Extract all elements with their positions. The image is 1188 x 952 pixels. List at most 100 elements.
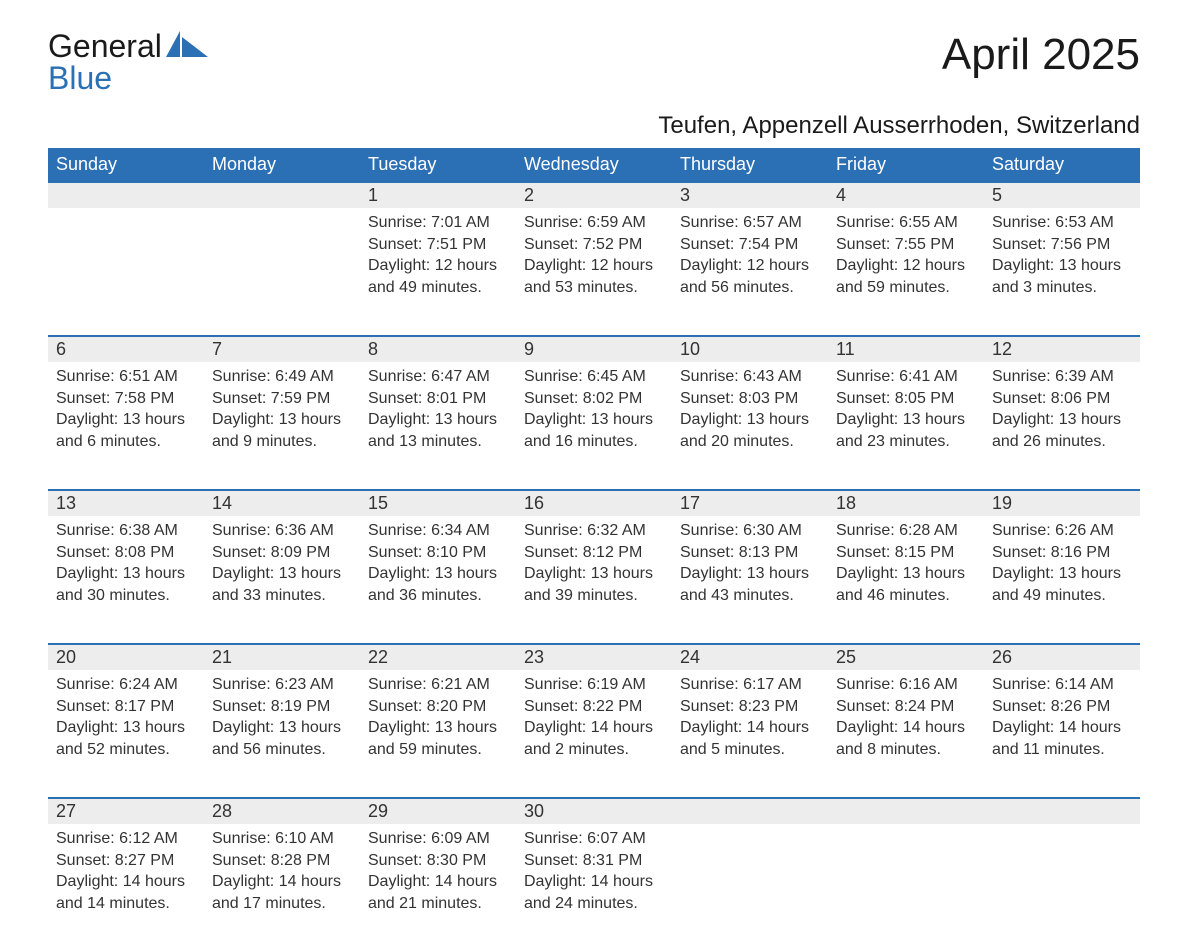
day-dl2: and 11 minutes.	[992, 739, 1132, 761]
week-daynum-row: 12345	[48, 182, 1140, 208]
day-cell: Sunrise: 6:30 AMSunset: 8:13 PMDaylight:…	[672, 516, 828, 644]
day-cell	[984, 824, 1140, 952]
day-sr: Sunrise: 6:30 AM	[680, 520, 820, 542]
day-sr: Sunrise: 6:12 AM	[56, 828, 196, 850]
day-dl2: and 21 minutes.	[368, 893, 508, 915]
day-dl1: Daylight: 13 hours	[212, 717, 352, 739]
day-dl2: and 43 minutes.	[680, 585, 820, 607]
day-dl2: and 39 minutes.	[524, 585, 664, 607]
day-ss: Sunset: 7:52 PM	[524, 234, 664, 256]
day-dl1: Daylight: 12 hours	[836, 255, 976, 277]
day-sr: Sunrise: 6:45 AM	[524, 366, 664, 388]
day-sr: Sunrise: 6:09 AM	[368, 828, 508, 850]
day-ss: Sunset: 8:05 PM	[836, 388, 976, 410]
day-sr: Sunrise: 6:23 AM	[212, 674, 352, 696]
day-cell: Sunrise: 6:19 AMSunset: 8:22 PMDaylight:…	[516, 670, 672, 798]
day-dl2: and 59 minutes.	[836, 277, 976, 299]
day-number: 27	[48, 798, 204, 824]
week-daynum-row: 13141516171819	[48, 490, 1140, 516]
day-cell: Sunrise: 6:26 AMSunset: 8:16 PMDaylight:…	[984, 516, 1140, 644]
week-content-row: Sunrise: 6:51 AMSunset: 7:58 PM Daylight:…	[48, 362, 1140, 490]
day-dl1: Daylight: 14 hours	[524, 871, 664, 893]
day-dl2: and 9 minutes.	[212, 431, 352, 453]
week-daynum-row: 27282930	[48, 798, 1140, 824]
day-number: 5	[984, 182, 1140, 208]
day-ss: Sunset: 8:12 PM	[524, 542, 664, 564]
day-dl2: and 3 minutes.	[992, 277, 1132, 299]
day-number: 23	[516, 644, 672, 670]
day-dl1: Daylight: 13 hours	[524, 563, 664, 585]
day-cell: Sunrise: 6:32 AMSunset: 8:12 PMDaylight:…	[516, 516, 672, 644]
day-dl1: Daylight: 13 hours	[56, 563, 196, 585]
day-dl1: Daylight: 13 hours	[368, 409, 508, 431]
day-ss: Sunset: 8:24 PM	[836, 696, 976, 718]
day-cell: Sunrise: 6:28 AMSunset: 8:15 PMDaylight:…	[828, 516, 984, 644]
day-ss: Sunset: 7:51 PM	[368, 234, 508, 256]
day-sr: Sunrise: 6:07 AM	[524, 828, 664, 850]
day-dl1: Daylight: 12 hours	[524, 255, 664, 277]
day-dl2: and 53 minutes.	[524, 277, 664, 299]
day-header: Thursday	[672, 148, 828, 182]
day-sr: Sunrise: 6:55 AM	[836, 212, 976, 234]
day-header: Tuesday	[360, 148, 516, 182]
day-cell: Sunrise: 6:53 AMSunset: 7:56 PMDaylight:…	[984, 208, 1140, 336]
day-cell	[672, 824, 828, 952]
day-ss: Sunset: 8:06 PM	[992, 388, 1132, 410]
day-ss: Sunset: 8:13 PM	[680, 542, 820, 564]
day-header: Wednesday	[516, 148, 672, 182]
day-dl1: Daylight: 14 hours	[836, 717, 976, 739]
day-ss: Sunset: 8:15 PM	[836, 542, 976, 564]
day-dl2: and 56 minutes.	[680, 277, 820, 299]
day-ss: Sunset: 7:58 PM	[56, 388, 196, 410]
day-cell: Sunrise: 6:43 AMSunset: 8:03 PMDaylight:…	[672, 362, 828, 490]
day-sr: Sunrise: 6:32 AM	[524, 520, 664, 542]
day-sr: Sunrise: 6:19 AM	[524, 674, 664, 696]
day-number	[984, 798, 1140, 824]
day-cell: Sunrise: 6:34 AMSunset: 8:10 PMDaylight:…	[360, 516, 516, 644]
day-dl1: Daylight: 13 hours	[524, 409, 664, 431]
day-dl2: and 56 minutes.	[212, 739, 352, 761]
day-dl2: and 17 minutes.	[212, 893, 352, 915]
day-dl2: and 46 minutes.	[836, 585, 976, 607]
day-header-row: Sunday Monday Tuesday Wednesday Thursday…	[48, 148, 1140, 182]
day-number: 2	[516, 182, 672, 208]
day-ss: Sunset: 8:26 PM	[992, 696, 1132, 718]
week-content-row: Sunrise: 7:01 AMSunset: 7:51 PMDaylight:…	[48, 208, 1140, 336]
day-number: 18	[828, 490, 984, 516]
day-number: 8	[360, 336, 516, 362]
day-number: 22	[360, 644, 516, 670]
day-dl2: and 24 minutes.	[524, 893, 664, 915]
day-ss: Sunset: 7:59 PM	[212, 388, 352, 410]
day-dl2: and 52 minutes.	[56, 739, 196, 761]
day-cell: Sunrise: 6:24 AMSunset: 8:17 PMDaylight:…	[48, 670, 204, 798]
day-dl1: Daylight: 14 hours	[212, 871, 352, 893]
day-number: 19	[984, 490, 1140, 516]
day-sr: Sunrise: 6:53 AM	[992, 212, 1132, 234]
day-ss: Sunset: 8:03 PM	[680, 388, 820, 410]
location-label: Teufen, Appenzell Ausserrhoden, Switzerl…	[48, 112, 1140, 140]
day-cell: Sunrise: 6:14 AMSunset: 8:26 PMDaylight:…	[984, 670, 1140, 798]
day-sr: Sunrise: 6:51 AM	[56, 366, 196, 388]
day-cell: Sunrise: 6:17 AMSunset: 8:23 PMDaylight:…	[672, 670, 828, 798]
day-dl1: Daylight: 12 hours	[680, 255, 820, 277]
day-cell: Sunrise: 6:38 AMSunset: 8:08 PMDaylight:…	[48, 516, 204, 644]
day-dl1: Daylight: 13 hours	[368, 717, 508, 739]
day-number: 24	[672, 644, 828, 670]
day-dl1: Daylight: 13 hours	[836, 563, 976, 585]
day-dl1: Daylight: 13 hours	[992, 563, 1132, 585]
day-dl2: and 20 minutes.	[680, 431, 820, 453]
day-number: 25	[828, 644, 984, 670]
day-sr: Sunrise: 6:24 AM	[56, 674, 196, 696]
day-number: 14	[204, 490, 360, 516]
day-dl1: Daylight: 14 hours	[56, 871, 196, 893]
day-number: 11	[828, 336, 984, 362]
day-number: 7	[204, 336, 360, 362]
day-dl1: Daylight: 13 hours	[368, 563, 508, 585]
day-sr: Sunrise: 6:43 AM	[680, 366, 820, 388]
day-dl1: Daylight: 13 hours	[680, 563, 820, 585]
day-cell: Sunrise: 6:09 AMSunset: 8:30 PMDaylight:…	[360, 824, 516, 952]
day-cell	[828, 824, 984, 952]
day-ss: Sunset: 8:09 PM	[212, 542, 352, 564]
day-sr: Sunrise: 6:10 AM	[212, 828, 352, 850]
day-ss: Sunset: 7:55 PM	[836, 234, 976, 256]
